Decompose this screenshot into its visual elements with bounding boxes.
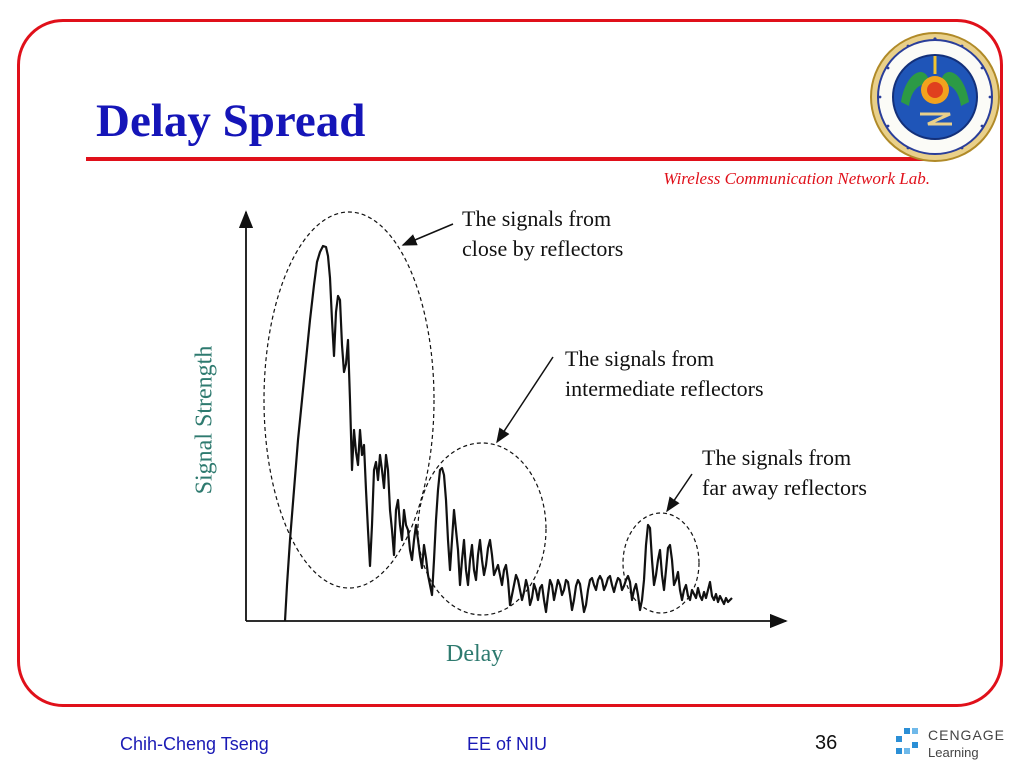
footer-author: Chih-Cheng Tseng xyxy=(120,734,269,754)
cengage-learning-logo: CENGAGE Learning xyxy=(896,727,1005,760)
slide-title: Delay Spread xyxy=(96,95,366,147)
close-reflectors-ellipse xyxy=(263,211,435,589)
intermediate-reflectors-ellipse xyxy=(417,442,547,616)
footer-department: EE of NIU xyxy=(467,734,548,754)
annotation-close-reflectors: The signals from close by reflectors xyxy=(462,206,624,261)
page-number: 36 xyxy=(815,732,838,754)
far-reflectors-ellipse xyxy=(622,512,700,614)
lab-name: Wireless Communication Network Lab. xyxy=(663,169,930,188)
close-reflectors-arrow xyxy=(401,223,454,246)
slide-frame xyxy=(17,19,1003,707)
svg-text:CENGAGE: CENGAGE xyxy=(928,727,1005,743)
annotation-far-reflectors: The signals from far away reflectors xyxy=(702,445,867,500)
far-reflectors-arrow xyxy=(666,473,693,513)
svg-text:Learning: Learning xyxy=(928,745,979,760)
annotation-intermediate-reflectors: The signals from intermediate reflectors xyxy=(565,346,764,401)
x-axis-label: Delay xyxy=(446,641,504,667)
signal-trace xyxy=(283,244,733,622)
intermediate-reflectors-arrow xyxy=(496,356,554,444)
title-underline xyxy=(86,157,946,161)
y-axis-label: Signal Strength xyxy=(191,345,218,495)
university-seal-logo xyxy=(870,32,1000,162)
